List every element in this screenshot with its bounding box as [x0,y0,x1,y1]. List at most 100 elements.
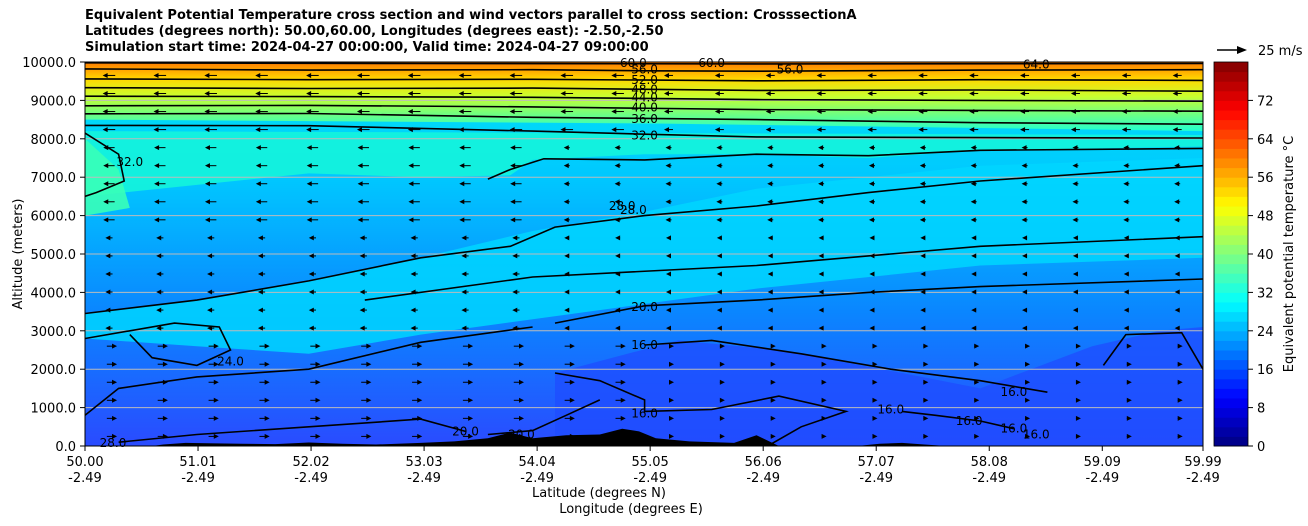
wind-arrow [512,235,520,241]
wind-arrow [869,271,875,277]
wind-arrow [923,415,929,421]
colorbar-band [1214,359,1248,370]
wind-arrow [867,127,877,133]
wind-arrow [1075,433,1081,439]
wind-arrow [509,72,523,78]
x-axis-label-longitude: Longitude (degrees E) [559,502,703,517]
wind-arrow [153,127,167,133]
y-tick-label: 5000.0 [31,248,77,263]
wind-arrow [867,72,877,78]
contour-line [85,68,1203,73]
wind-arrow [564,379,575,385]
wind-arrow [1174,235,1180,241]
wind-arrow [356,90,370,96]
wind-arrow [1020,72,1030,78]
wind-arrow [459,163,471,169]
wind-arrow [767,199,774,205]
wind-arrow [1072,163,1079,169]
wind-arrow [106,361,118,367]
wind-arrow [513,343,524,349]
x-tick-lon-label: -2.49 [294,471,328,486]
x-tick-lat-label: 57.07 [858,455,895,470]
wind-arrow [462,415,474,421]
wind-arrow [1025,343,1031,349]
wind-arrow [919,145,926,151]
contour-label: 40.0 [631,100,658,114]
wind-arrow [361,433,372,439]
wind-arrow [204,90,217,96]
wind-arrow [821,361,827,367]
wind-arrow [1025,361,1031,367]
wind-arrow [872,433,878,439]
y-tick-label: 9000.0 [31,94,77,109]
x-tick-lat-label: 59.09 [1084,455,1121,470]
field-band-cold [555,327,1203,446]
wind-arrow [615,325,621,331]
colorbar-tick-label: 40 [1257,248,1274,263]
wind-arrow [510,199,522,205]
wind-arrow [306,109,319,115]
wind-arrow [668,343,674,349]
wind-arrow [462,433,474,439]
wind-arrow [204,145,217,151]
wind-arrow [105,271,113,277]
contour-line [1102,331,1203,370]
wind-arrow [1172,72,1182,78]
wind-arrow [767,325,773,331]
wind-arrow [923,361,929,367]
wind-arrow [564,343,575,349]
wind-arrow [308,307,317,313]
wind-arrow [359,307,367,313]
colorbar-band [1214,138,1248,149]
wind-arrow [1021,199,1028,205]
wind-arrow [356,109,370,115]
wind-arrow [204,199,217,205]
wind-arrow [974,415,980,421]
wind-arrow [204,127,217,133]
wind-arrow [919,199,926,205]
wind-arrow [257,271,266,277]
wind-arrow [410,289,418,295]
x-tick-lat-label: 51.01 [179,455,216,470]
wind-arrow [867,109,877,115]
wind-arrow [204,163,217,169]
wind-arrow [410,307,418,313]
wind-arrow [668,415,674,421]
contour-line [487,147,1203,180]
wind-arrow [153,72,167,78]
wind-arrow [308,235,317,241]
wind-arrow [719,433,725,439]
wind-arrow [512,253,520,259]
colorbar-ticks: 0 8 16 24 32 40 48 56 64 72 [1248,94,1274,455]
wind-arrow [1126,415,1132,421]
wind-arrow [665,181,672,187]
wind-arrow [923,343,929,349]
wind-arrow [1072,325,1078,331]
x-tick-lat-label: 53.03 [405,455,442,470]
wind-arrow [1123,271,1129,277]
wind-arrow [971,253,977,259]
contour-line [85,322,232,367]
wind-arrow [919,181,926,187]
wind-arrow [1075,415,1081,421]
wind-arrow [154,217,166,223]
wind-arrow [1070,90,1080,96]
colorbar-tick-label: 24 [1257,325,1274,340]
wind-arrow [458,109,472,115]
wind-arrow [1072,217,1079,223]
wind-arrow [920,307,926,313]
x-tick-lon-label: -2.49 [1186,471,1220,486]
wind-arrow [510,181,522,187]
wind-arrow [615,253,621,259]
wind-arrow [154,145,166,151]
wind-arrow [665,289,671,295]
wind-arrow [971,235,977,241]
y-tick-label: 3000.0 [31,325,77,340]
contour-label: 60.0 [698,56,725,70]
wind-arrow [969,72,979,78]
wind-arrow [611,127,624,133]
wind-arrow [408,163,420,169]
wind-arrow [259,433,270,439]
wind-arrow [818,325,824,331]
wind-arrow [818,217,825,223]
